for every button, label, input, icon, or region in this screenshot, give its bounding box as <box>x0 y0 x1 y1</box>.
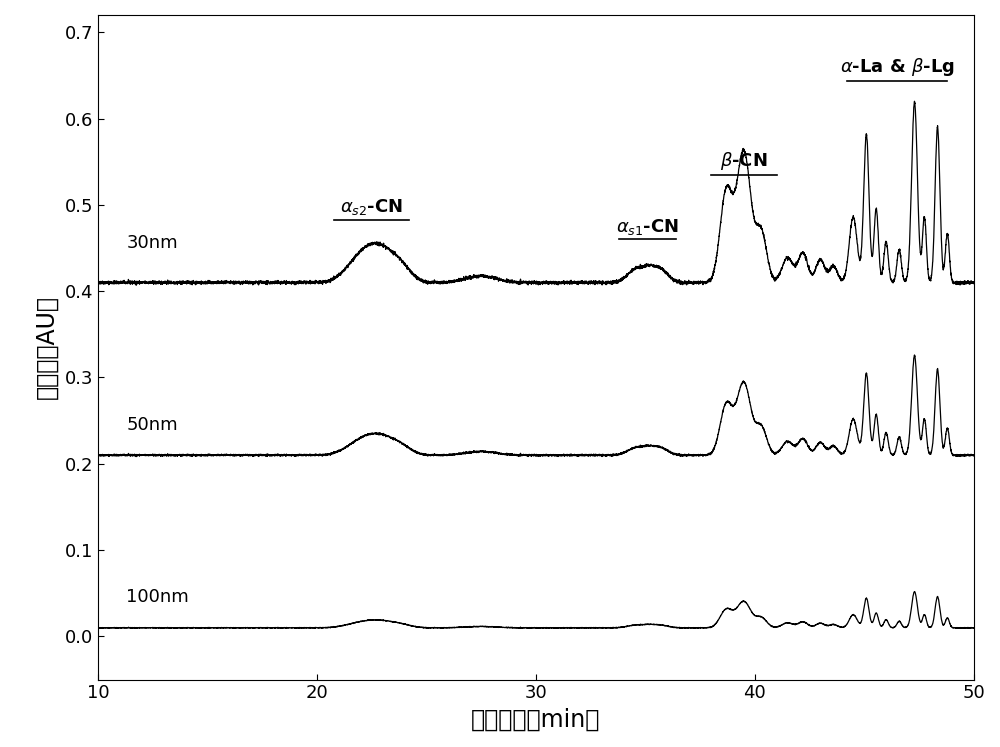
Text: 30nm: 30nm <box>126 235 178 252</box>
Text: $\mathit{\alpha}_{s1}$-CN: $\mathit{\alpha}_{s1}$-CN <box>616 217 679 237</box>
Text: $\mathit{\beta}$-CN: $\mathit{\beta}$-CN <box>720 150 768 172</box>
Y-axis label: 吸光度（AU）: 吸光度（AU） <box>35 295 59 400</box>
Text: 50nm: 50nm <box>126 415 178 433</box>
Text: $\mathit{\alpha}$-La & $\mathit{\beta}$-Lg: $\mathit{\alpha}$-La & $\mathit{\beta}$-… <box>840 56 954 78</box>
Text: $\mathit{\alpha}_{s2}$-CN: $\mathit{\alpha}_{s2}$-CN <box>340 197 403 217</box>
Text: 100nm: 100nm <box>126 588 189 607</box>
X-axis label: 洗脱时间（min）: 洗脱时间（min） <box>471 708 600 732</box>
